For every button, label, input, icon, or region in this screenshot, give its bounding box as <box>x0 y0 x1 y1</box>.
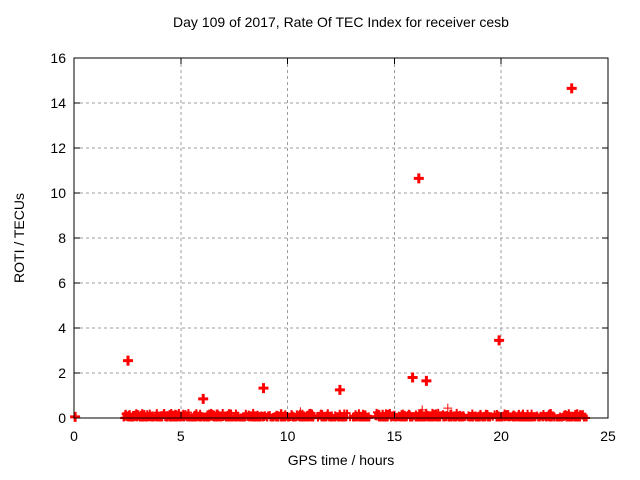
x-tick-label: 0 <box>70 428 78 444</box>
x-tick-label: 15 <box>386 428 403 444</box>
x-axis-title: GPS time / hours <box>287 452 395 468</box>
y-tick-label: 6 <box>58 275 66 291</box>
x-tick-label: 5 <box>176 428 185 444</box>
y-tick-label: 12 <box>50 140 66 156</box>
y-tick-label: 2 <box>58 365 66 381</box>
y-tick-label: 0 <box>58 410 66 426</box>
y-tick-label: 8 <box>58 230 66 246</box>
chart-title: Day 109 of 2017, Rate Of TEC Index for r… <box>173 14 509 30</box>
y-tick-label: 10 <box>50 185 66 201</box>
x-tick-label: 10 <box>279 428 296 444</box>
y-tick-label: 16 <box>50 50 66 66</box>
y-tick-label: 4 <box>58 320 66 336</box>
y-tick-label: 14 <box>50 95 66 111</box>
x-tick-label: 25 <box>600 428 616 444</box>
x-tick-label: 20 <box>493 428 509 444</box>
